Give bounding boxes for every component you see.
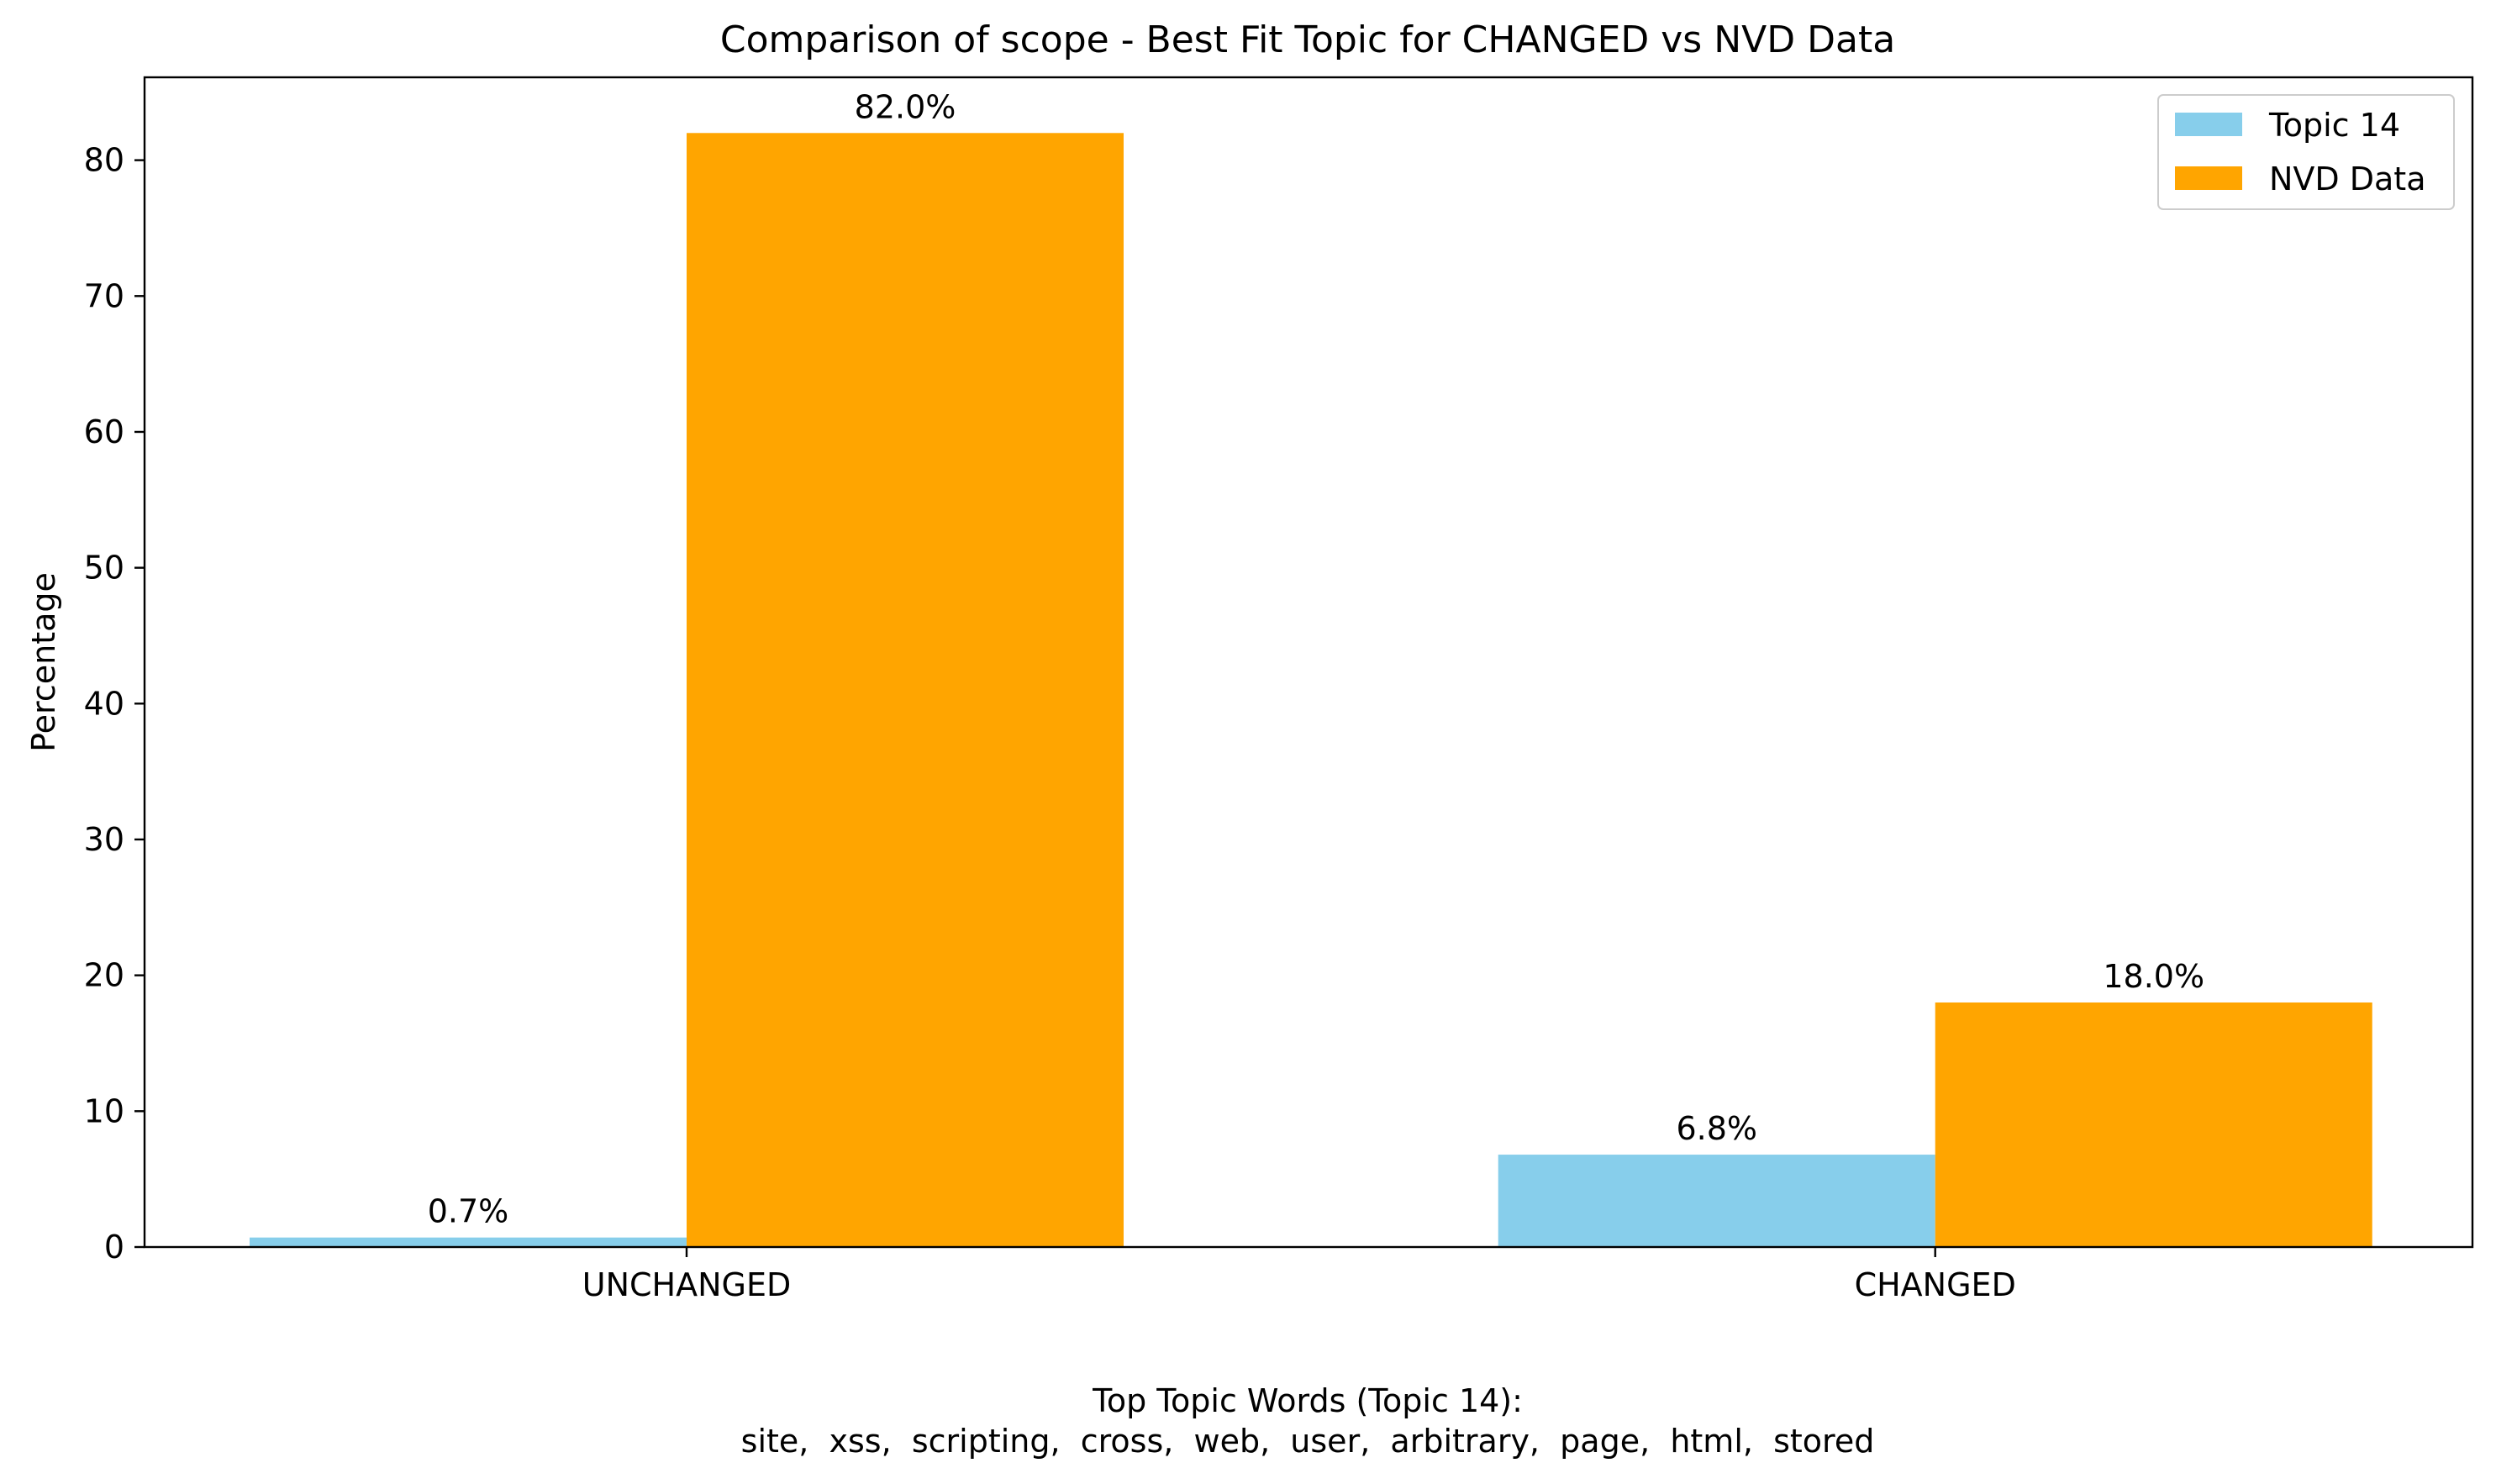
- y-tick-label: 10: [84, 1092, 124, 1129]
- y-tick-label: 0: [104, 1229, 124, 1266]
- x-tick-label-unchanged: UNCHANGED: [582, 1266, 791, 1303]
- bar-labels: 0.7% 6.8% 82.0% 18.0%: [428, 88, 2204, 1229]
- legend-swatch-topic-14: [2175, 113, 2242, 136]
- data-label-nvd-data-unchanged: 82.0%: [855, 88, 956, 125]
- plot-frame: [143, 76, 2474, 1249]
- footnote-heading: Top Topic Words (Topic 14):: [1092, 1382, 1523, 1419]
- legend-label-nvd-data: NVD Data: [2269, 161, 2426, 197]
- bar-topic-14-changed: [1498, 1155, 1935, 1247]
- data-label-nvd-data-changed: 18.0%: [2103, 958, 2204, 995]
- footnote-words: site, xss, scripting, cross, web, user, …: [741, 1423, 1875, 1460]
- legend-swatch-nvd-data: [2175, 166, 2242, 190]
- data-label-topic-14-unchanged: 0.7%: [428, 1193, 509, 1230]
- legend-label-topic-14: Topic 14: [2268, 107, 2400, 144]
- y-tick-label: 30: [84, 821, 124, 858]
- y-axis-label: Percentage: [25, 572, 62, 752]
- data-label-topic-14-changed: 6.8%: [1676, 1110, 1757, 1147]
- y-tick-label: 20: [84, 957, 124, 994]
- bars: [250, 133, 2372, 1247]
- y-tick-label: 70: [84, 277, 124, 314]
- x-axis-ticks: UNCHANGED CHANGED: [582, 1247, 2016, 1303]
- bar-nvd-data-changed: [1935, 1002, 2372, 1247]
- bar-topic-14-unchanged: [250, 1237, 687, 1247]
- legend: Topic 14 NVD Data: [2157, 94, 2455, 210]
- y-tick-label: 40: [84, 685, 124, 722]
- y-axis-ticks: 0 10 20 30 40 50 60 70 80: [84, 142, 145, 1266]
- chart-title: Comparison of scope - Best Fit Topic for…: [720, 18, 1895, 61]
- bar-nvd-data-unchanged: [687, 133, 1124, 1247]
- y-tick-label: 50: [84, 550, 124, 587]
- x-tick-label-changed: CHANGED: [1855, 1266, 2016, 1303]
- y-tick-label: 80: [84, 142, 124, 179]
- y-tick-label: 60: [84, 413, 124, 450]
